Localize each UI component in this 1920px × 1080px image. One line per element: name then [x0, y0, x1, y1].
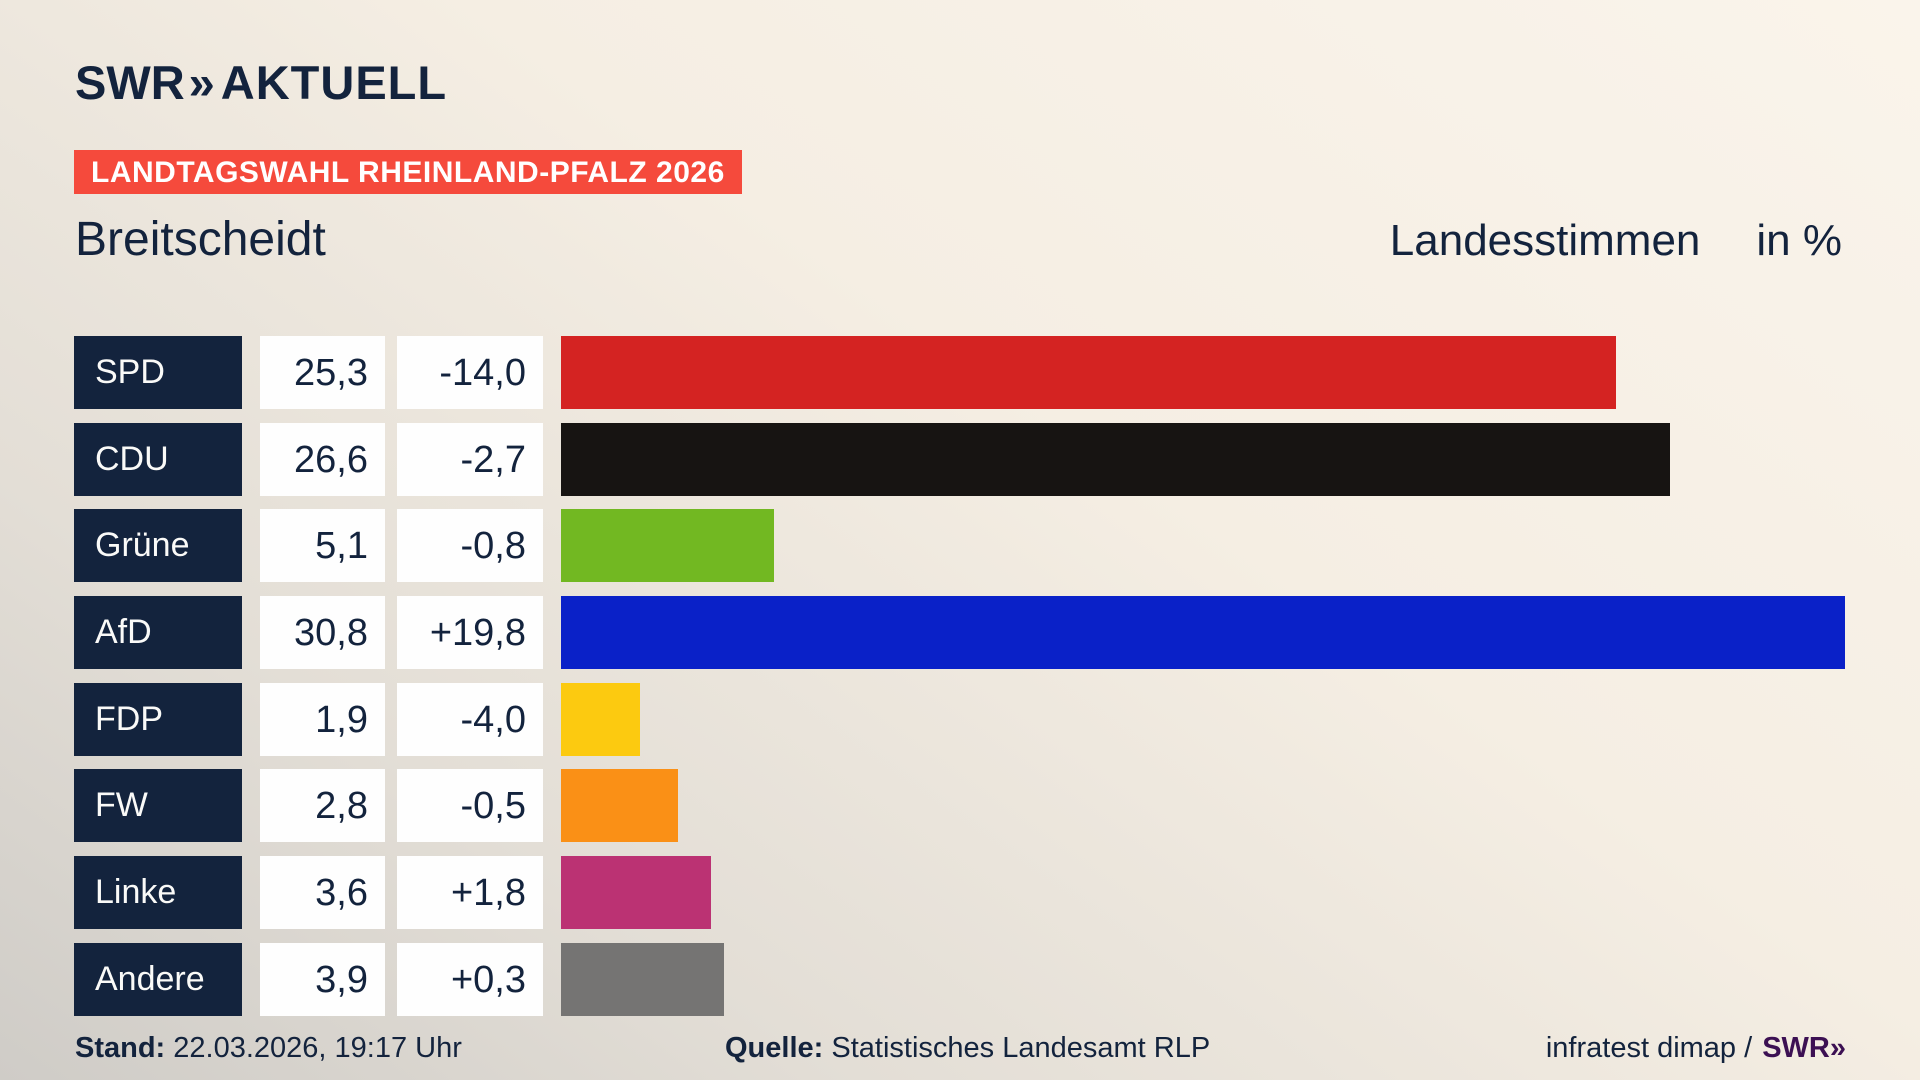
party-label: AfD [74, 596, 242, 670]
result-value: 25,3 [260, 336, 385, 409]
result-bar [561, 682, 641, 756]
party-label: SPD [74, 336, 242, 409]
bar-track [561, 596, 1845, 670]
chart-row-grüne: Grüne 5,1 -0,8 [74, 509, 1845, 583]
chart-legend: Landesstimmen in % [1390, 216, 1842, 266]
result-bar [561, 769, 678, 843]
chart-row-fw: FW 2,8 -0,5 [74, 769, 1845, 843]
result-value: 3,9 [260, 942, 385, 1016]
result-value: 3,6 [260, 856, 385, 930]
election-banner: LANDTAGSWAHL RHEINLAND-PFALZ 2026 [74, 150, 742, 194]
change-value: -4,0 [397, 682, 543, 756]
change-value: +0,3 [397, 942, 543, 1016]
logo-aktuell-text: AKTUELL [220, 56, 448, 109]
party-label: FW [74, 769, 242, 843]
source-info: Quelle: Statistisches Landesamt RLP [725, 1032, 1210, 1065]
result-value: 1,9 [260, 682, 385, 756]
credit-text: infratest dimap / [1545, 1032, 1753, 1064]
change-value: -0,5 [397, 769, 543, 843]
party-label: Grüne [74, 509, 242, 583]
chart-row-afd: AfD 30,8 +19,8 [74, 596, 1845, 670]
party-label: CDU [74, 422, 242, 496]
quelle-label: Quelle: [725, 1032, 824, 1064]
bar-track [561, 509, 1845, 583]
chart-row-andere: Andere 3,9 +0,3 [74, 942, 1845, 1016]
result-value: 2,8 [260, 769, 385, 843]
change-value: -2,7 [397, 422, 543, 496]
result-bar [561, 336, 1616, 409]
party-label: Andere [74, 942, 242, 1016]
bar-track [561, 422, 1845, 496]
change-value: -0,8 [397, 509, 543, 583]
swr-footer-logo: SWR» [1762, 1032, 1846, 1064]
footer: Stand: 22.03.2026, 19:17 Uhr Quelle: Sta… [75, 1032, 1846, 1065]
credit-info: infratest dimap / SWR» [1545, 1032, 1846, 1065]
chart-rows: SPD 25,3 -14,0 CDU 26,6 -2,7 Grüne 5,1 -0,8 AfD 30… [74, 336, 1845, 1016]
swr-aktuell-logo: SWR» AKTUELL [75, 55, 447, 110]
stand-label: Stand: [75, 1032, 166, 1064]
result-bar [561, 422, 1670, 496]
footer-double-chevron-icon: » [1829, 1032, 1846, 1064]
change-value: +19,8 [397, 596, 543, 670]
chart-row-linke: Linke 3,6 +1,8 [74, 856, 1845, 930]
page-title: Breitscheidt [75, 213, 326, 266]
quelle-value: Statistisches Landesamt RLP [823, 1032, 1211, 1064]
stand-info: Stand: 22.03.2026, 19:17 Uhr [75, 1032, 462, 1064]
bar-track [561, 682, 1845, 756]
chart-row-spd: SPD 25,3 -14,0 [74, 336, 1845, 409]
result-value: 30,8 [260, 596, 385, 670]
bar-track [561, 856, 1845, 930]
result-bar [561, 509, 774, 583]
chart-row-fdp: FDP 1,9 -4,0 [74, 682, 1845, 756]
bar-track [561, 336, 1845, 409]
unit-label: in % [1756, 216, 1842, 265]
double-chevron-icon: » [188, 56, 215, 109]
bar-track [561, 769, 1845, 843]
bar-track [561, 942, 1845, 1016]
chart-row-cdu: CDU 26,6 -2,7 [74, 422, 1845, 496]
logo-swr-text: SWR [75, 56, 185, 109]
result-bar [561, 596, 1845, 670]
swr-footer-text: SWR [1762, 1032, 1830, 1064]
result-value: 5,1 [260, 509, 385, 583]
change-value: -14,0 [397, 336, 543, 409]
change-value: +1,8 [397, 856, 543, 930]
result-bar [561, 942, 724, 1016]
result-bar [561, 856, 712, 930]
party-label: Linke [74, 856, 242, 930]
stand-value: 22.03.2026, 19:17 Uhr [165, 1032, 462, 1064]
series-label: Landesstimmen [1389, 216, 1701, 265]
party-label: FDP [74, 682, 242, 756]
result-value: 26,6 [260, 422, 385, 496]
